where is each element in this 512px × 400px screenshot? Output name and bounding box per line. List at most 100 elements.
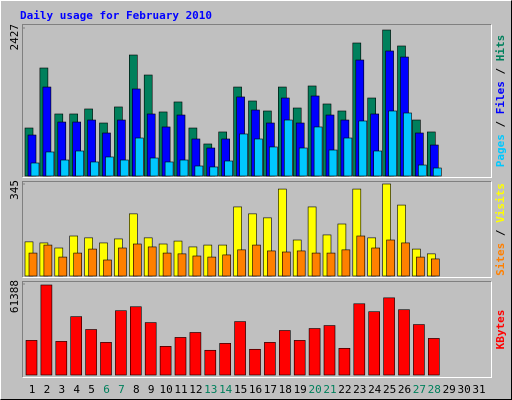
bar <box>120 159 129 177</box>
bar <box>192 255 202 277</box>
bar <box>135 137 144 177</box>
bar <box>254 138 263 177</box>
y-tick-label: 61388 <box>8 280 21 313</box>
x-tick-label: 6 <box>103 383 110 396</box>
bar <box>149 157 159 177</box>
x-tick-label: 12 <box>189 383 202 396</box>
bar <box>75 150 84 177</box>
bar <box>401 242 410 277</box>
bar <box>267 250 276 277</box>
bar <box>418 164 427 177</box>
bar <box>323 325 336 376</box>
bar <box>403 112 412 177</box>
legend: KBytes <box>494 310 507 350</box>
x-tick-label: 1 <box>29 383 36 396</box>
bar <box>358 120 368 177</box>
legend-separator: / <box>494 114 507 134</box>
bar <box>343 137 353 177</box>
bar <box>264 342 276 376</box>
x-tick-label: 19 <box>294 383 307 396</box>
bar <box>85 329 97 376</box>
x-tick-label: 23 <box>353 383 366 396</box>
bar <box>398 309 410 376</box>
bar <box>296 250 306 277</box>
bar <box>207 256 217 277</box>
bar <box>430 258 440 277</box>
plot-border-light <box>22 24 492 178</box>
bar <box>189 332 202 376</box>
bar <box>90 161 99 177</box>
bar <box>328 149 338 177</box>
bar <box>239 133 248 177</box>
x-tick-label: 5 <box>88 383 95 396</box>
bar <box>105 156 114 177</box>
x-tick-label: 22 <box>338 383 351 396</box>
bar <box>427 338 440 376</box>
x-tick-label: 18 <box>279 383 292 396</box>
bar <box>222 254 231 277</box>
bar <box>278 330 291 376</box>
x-tick-label: 14 <box>219 383 233 396</box>
bar <box>311 252 321 277</box>
legend: Sites / Visits <box>494 183 507 276</box>
x-tick-label: 25 <box>383 383 396 396</box>
plot-border-dark <box>22 181 492 278</box>
bar <box>55 341 68 376</box>
legend-entry: Pages <box>494 134 507 167</box>
plot-border-dark <box>22 281 492 378</box>
bar <box>356 235 366 277</box>
bar <box>204 349 217 376</box>
bar <box>144 322 157 376</box>
bar <box>45 151 55 177</box>
x-tick-label: 8 <box>133 383 140 396</box>
legend-entry: Hits <box>494 35 507 62</box>
legend: Pages / Files / Hits <box>494 35 507 168</box>
chart-title: Daily usage for February 2010 <box>20 9 212 22</box>
bar <box>73 252 82 277</box>
bar <box>164 161 174 177</box>
bar <box>177 253 187 277</box>
bar <box>88 248 97 277</box>
x-tick-label: 24 <box>368 383 382 396</box>
bar <box>58 256 68 277</box>
legend-entry: KBytes <box>494 310 507 350</box>
x-tick-label: 17 <box>264 383 277 396</box>
bar <box>326 252 336 277</box>
bar <box>103 259 112 277</box>
bar <box>413 324 425 376</box>
x-tick-label: 9 <box>148 383 155 396</box>
x-tick-label: 11 <box>174 383 187 396</box>
bar <box>224 160 233 177</box>
bar <box>194 165 204 177</box>
x-tick-label: 31 <box>472 383 485 396</box>
bar <box>252 244 261 277</box>
bar <box>373 150 383 177</box>
x-tick-label: 15 <box>234 383 247 396</box>
bar <box>30 162 40 177</box>
bar <box>368 311 381 376</box>
bar <box>338 347 351 376</box>
x-tick-label: 21 <box>323 383 336 396</box>
x-tick-label: 20 <box>308 383 321 396</box>
bar <box>308 328 321 376</box>
x-tick-label: 30 <box>457 383 470 396</box>
bar <box>386 239 395 277</box>
x-tick-label: 29 <box>443 383 456 396</box>
x-tick-label: 28 <box>428 383 441 396</box>
bar <box>25 340 38 376</box>
bar <box>159 346 172 376</box>
bar <box>432 167 442 177</box>
bar <box>40 284 53 376</box>
plot-border-dark <box>22 24 492 178</box>
bar <box>353 303 366 376</box>
x-tick-label: 4 <box>73 383 80 396</box>
legend-entry: Sites <box>494 243 507 276</box>
x-tick-label: 10 <box>159 383 172 396</box>
bar <box>283 119 293 177</box>
bar <box>118 247 127 277</box>
bar <box>234 321 246 376</box>
plot-border-light <box>22 181 492 278</box>
bar <box>249 348 261 376</box>
bar <box>147 246 157 277</box>
bar <box>293 340 306 376</box>
